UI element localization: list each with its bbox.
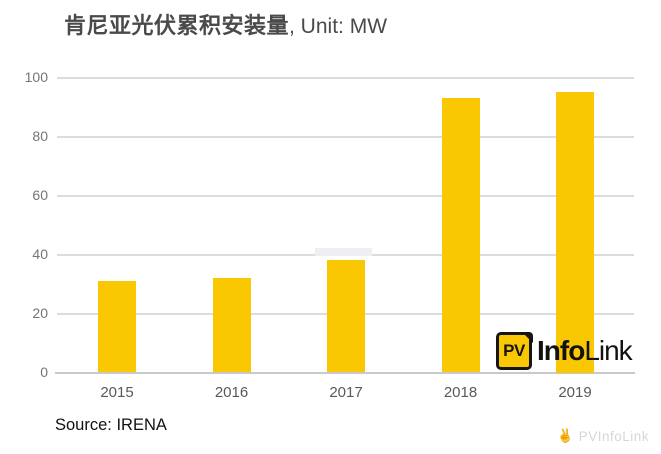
bar-2019 xyxy=(556,92,594,373)
x-tick-label-2015: 2015 xyxy=(100,384,134,401)
x-tick-label-2019: 2019 xyxy=(558,384,592,401)
x-tick-label-2017: 2017 xyxy=(329,384,363,401)
y-tick-label-0: 0 xyxy=(40,363,48,380)
bar-2015 xyxy=(98,281,136,373)
watermark-text: PVInfoLink xyxy=(578,428,649,444)
x-tick-label-2018: 2018 xyxy=(443,384,478,401)
bar-2016 xyxy=(212,278,251,373)
y-tick-label-60: 60 xyxy=(32,186,48,203)
pv-logo-badge-icon: PV xyxy=(496,331,533,370)
chart-title: 肯尼亚光伏累积安装量, Unit: MW xyxy=(64,8,387,40)
gridline-100 xyxy=(57,76,634,79)
pv-badge-text: PV xyxy=(503,341,525,360)
y-tick-label-100: 100 xyxy=(24,68,48,85)
gridline-60 xyxy=(57,194,634,197)
y-tick-label-40: 40 xyxy=(32,245,48,262)
watermark: ✌ PVInfoLink xyxy=(555,426,649,445)
bar-2018 xyxy=(441,98,480,373)
logo-wordmark-bold: Info xyxy=(537,335,585,366)
smudge-artifact xyxy=(315,248,372,256)
hand-gesture-icon: ✌ xyxy=(555,426,576,445)
logo-wordmark: InfoLink xyxy=(537,331,633,371)
source-caption: Source: IRENA xyxy=(55,416,167,434)
chart-title-main: 肯尼亚光伏累积安装量 xyxy=(64,13,290,38)
x-axis-line xyxy=(55,371,635,374)
x-tick-label-2016: 2016 xyxy=(214,384,249,401)
logo-wordmark-regular: Link xyxy=(584,335,632,366)
y-tick-label-20: 20 xyxy=(32,304,48,321)
chart-title-unit: , Unit: MW xyxy=(289,15,388,38)
gridline-80 xyxy=(57,135,634,138)
page-fold-icon xyxy=(521,331,533,343)
y-tick-label-80: 80 xyxy=(32,127,48,144)
pv-infolink-logo: PV InfoLink xyxy=(496,330,633,372)
bar-2017 xyxy=(327,260,365,373)
